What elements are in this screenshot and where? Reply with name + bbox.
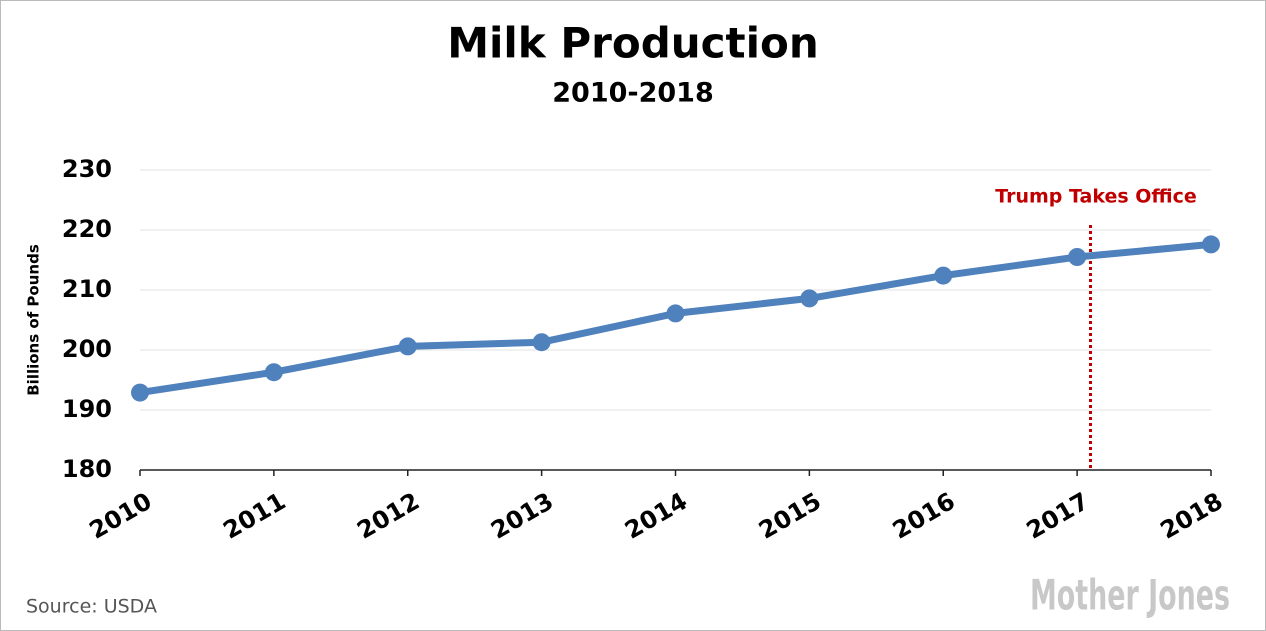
point bbox=[666, 304, 685, 323]
y-tick-label: 200 bbox=[62, 335, 112, 363]
point bbox=[934, 266, 953, 285]
y-tick-label: 220 bbox=[62, 215, 112, 243]
point bbox=[800, 289, 819, 308]
chart-subtitle: 2010-2018 bbox=[552, 78, 714, 109]
point bbox=[264, 363, 283, 382]
point bbox=[1068, 248, 1087, 266]
chart-title: Milk Production bbox=[447, 19, 819, 68]
point bbox=[131, 383, 149, 402]
y-tick-label: 210 bbox=[62, 275, 112, 303]
point bbox=[1202, 235, 1220, 254]
y-tick-label: 190 bbox=[62, 395, 112, 423]
point bbox=[532, 333, 551, 352]
point bbox=[398, 337, 417, 356]
y-tick-label: 180 bbox=[62, 455, 112, 483]
logo: Mother Jones bbox=[1030, 571, 1230, 620]
annotation-label: Trump Takes Office bbox=[995, 186, 1197, 208]
source: Source: USDA bbox=[26, 596, 157, 618]
y-axis-label: Billions of Pounds bbox=[25, 244, 43, 396]
y-tick-label: 230 bbox=[62, 155, 112, 183]
